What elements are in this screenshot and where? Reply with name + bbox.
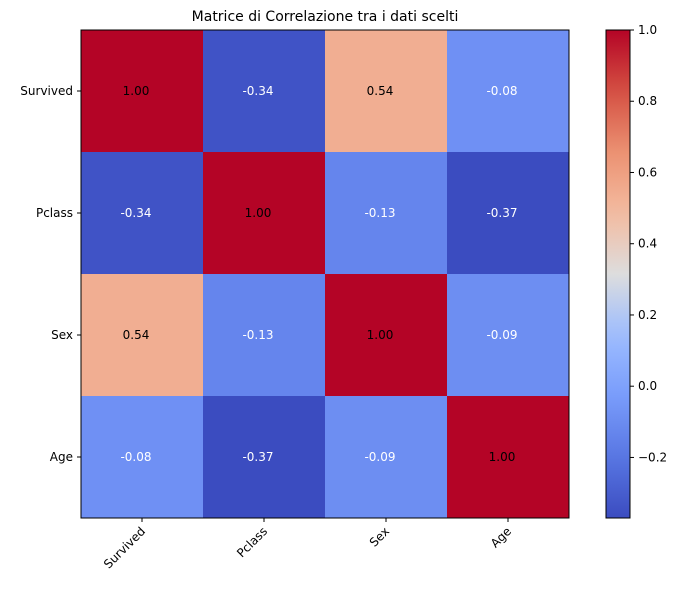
heatmap-cell-label: 0.54 [123, 328, 150, 342]
x-tick-label: Survived [101, 524, 148, 571]
heatmap-cell-labels: 1.00 -0.34 0.54 -0.08 -0.34 1.00 -0.13 -0.37 0.5… [120, 84, 517, 464]
colorbar-tick-label: 1.0 [638, 23, 657, 37]
heatmap-cell [325, 30, 448, 153]
y-tick-label: Sex [51, 328, 73, 342]
y-tick-label: Survived [20, 84, 73, 98]
heatmap-cell-label: -0.34 [120, 206, 151, 220]
heatmap-cell [325, 152, 448, 275]
heatmap-cell [81, 274, 204, 397]
x-axis-ticks: Survived Pclass Sex Age [101, 518, 514, 571]
heatmap-cell [447, 30, 570, 153]
heatmap-cell [447, 396, 570, 519]
heatmap-cell [447, 152, 570, 275]
x-tick-label: Age [488, 524, 514, 550]
heatmap-cell [325, 274, 448, 397]
y-tick-label: Age [50, 450, 73, 464]
heatmap-cell-label: -0.08 [120, 450, 151, 464]
colorbar-tick-label: 0.2 [638, 308, 657, 322]
colorbar-gradient [605, 29, 631, 519]
colorbar-tick-label: 0.6 [638, 165, 657, 179]
heatmap-cell-label: -0.37 [486, 206, 517, 220]
heatmap-cell-label: -0.13 [364, 206, 395, 220]
colorbar-tick-label: 0.8 [638, 94, 657, 108]
colorbar-tick-label: −0.2 [638, 450, 667, 464]
heatmap-cell [81, 396, 204, 519]
heatmap-cell [325, 396, 448, 519]
y-axis-ticks: Survived Pclass Sex Age [20, 84, 81, 464]
heatmap-cell-label: -0.37 [242, 450, 273, 464]
y-tick-label: Pclass [36, 206, 73, 220]
heatmap-cell-label: 1.00 [245, 206, 272, 220]
heatmap-cell-label: 1.00 [123, 84, 150, 98]
heatmap-cell [81, 152, 204, 275]
heatmap-cell [203, 152, 326, 275]
heatmap-cell [81, 30, 204, 153]
heatmap-cell [447, 274, 570, 397]
heatmap-cell-label: -0.13 [242, 328, 273, 342]
chart-title: Matrice di Correlazione tra i dati scelt… [192, 9, 459, 25]
colorbar-tick-label: 0.0 [638, 379, 657, 393]
heatmap-cell-label: -0.09 [486, 328, 517, 342]
heatmap-cell-label: -0.34 [242, 84, 273, 98]
heatmap-cells [81, 30, 570, 519]
heatmap-cell [203, 396, 326, 519]
heatmap-cell-label: -0.08 [486, 84, 517, 98]
heatmap-cell-label: -0.09 [364, 450, 395, 464]
x-tick-label: Pclass [234, 524, 270, 560]
heatmap-cell [203, 274, 326, 397]
x-tick-label: Sex [367, 524, 392, 549]
heatmap-cell-label: 0.54 [367, 84, 394, 98]
heatmap-cell-label: 1.00 [489, 450, 516, 464]
colorbar: −0.2 0.0 0.2 0.4 0.6 0.8 1.0 [605, 23, 667, 519]
heatmap-cell [203, 30, 326, 153]
heatmap-frame [80, 29, 570, 519]
colorbar-tick-label: 0.4 [638, 237, 657, 251]
heatmap-cell-label: 1.00 [367, 328, 394, 342]
